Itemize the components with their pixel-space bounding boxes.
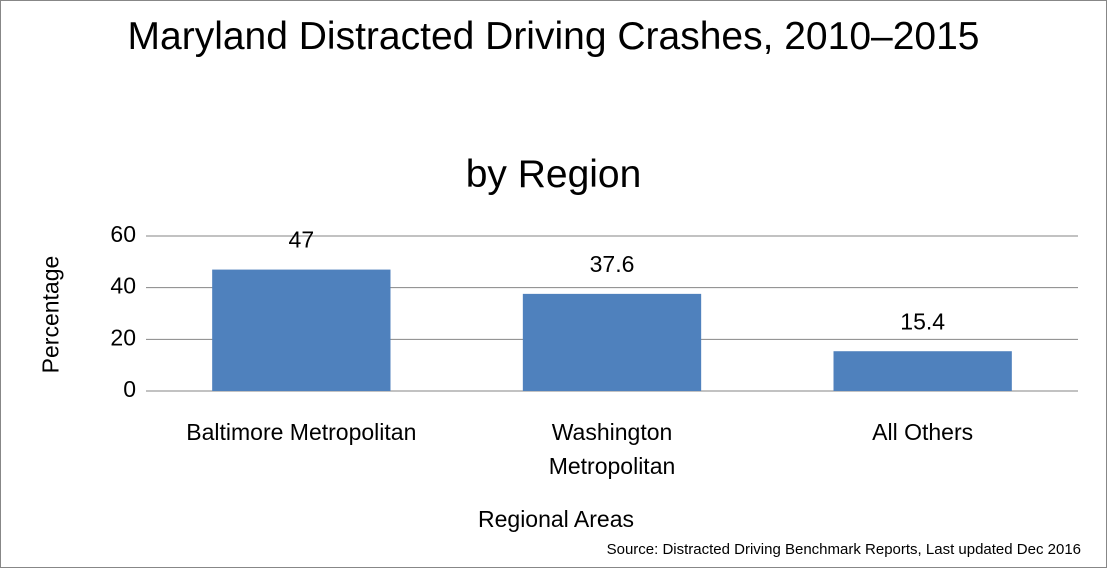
value-label: 15.4 [900,308,945,334]
source-note: Source: Distracted Driving Benchmark Rep… [606,541,1081,558]
chart-subtitle: by Region [465,153,642,196]
bar [212,269,391,391]
bar [833,351,1012,391]
x-tick-label: All Others [872,419,974,445]
value-label: 47 [289,227,315,253]
x-tick-label: Baltimore Metropolitan [186,419,417,445]
bar [522,293,702,391]
x-axis-label: Regional Areas [478,506,634,532]
value-label: 37.6 [590,251,635,277]
y-tick-label: 40 [110,273,136,299]
y-tick-label: 0 [123,376,136,402]
y-tick-label: 60 [110,221,136,247]
chart-title: Maryland Distracted Driving Crashes, 201… [127,15,980,58]
x-tick-label: Washington Metropolitan [548,419,676,479]
y-tick-label: 20 [110,324,136,350]
